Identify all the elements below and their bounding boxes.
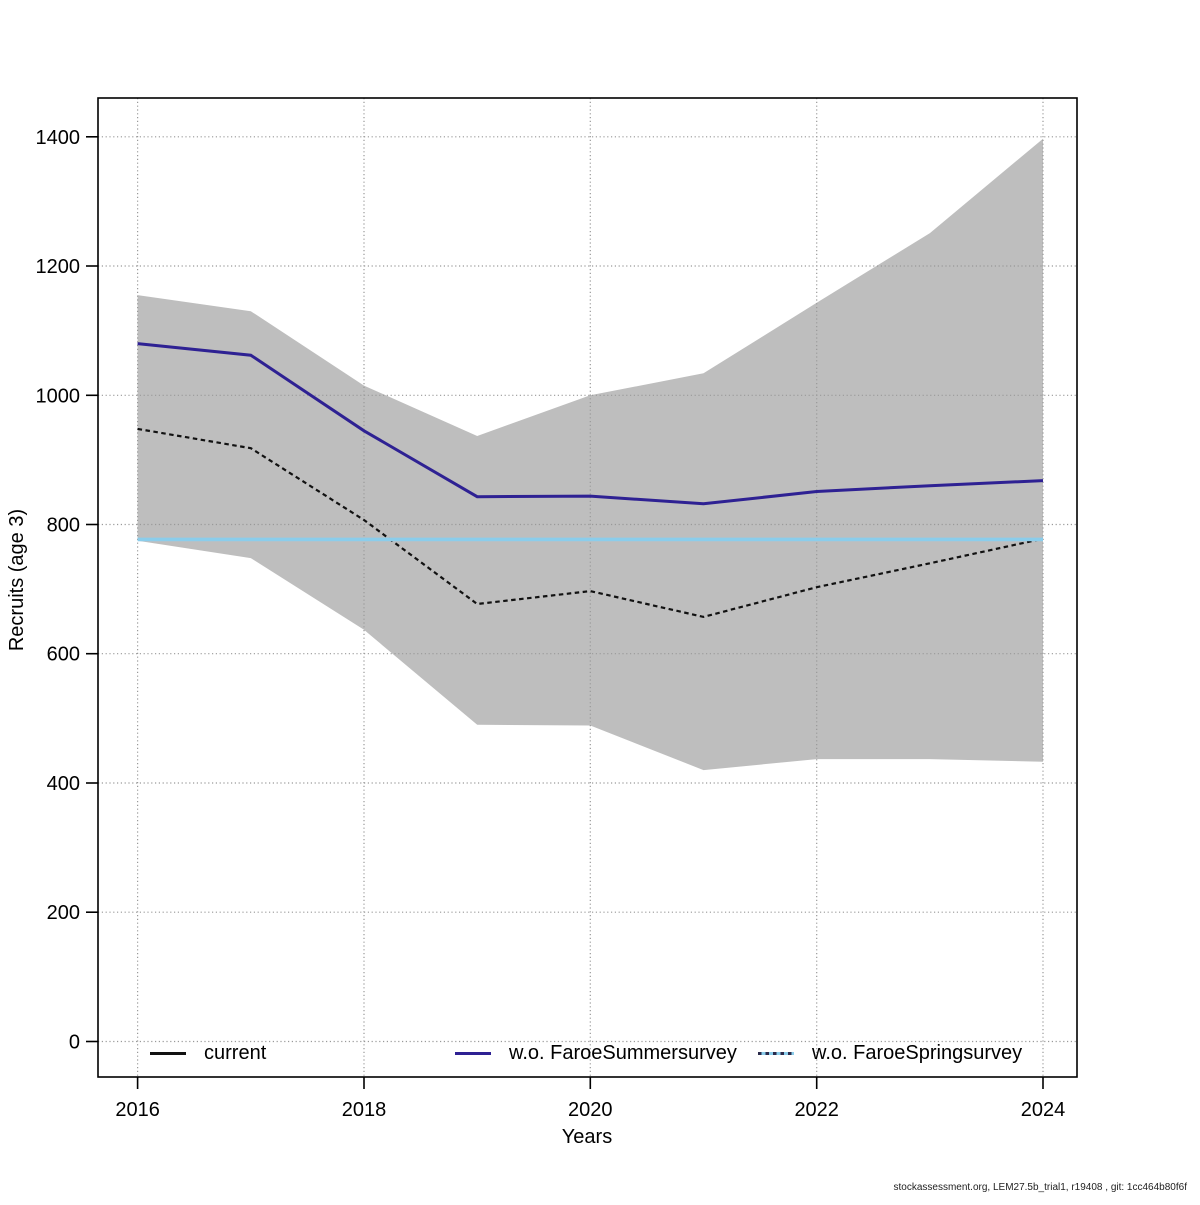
legend-label-summersurvey: w.o. FaroeSummersurvey [509, 1041, 737, 1064]
y-tick-label: 1200 [36, 256, 81, 278]
y-tick-label: 600 [47, 644, 80, 666]
confidence-band [137, 138, 1044, 771]
x-tick-label: 2024 [1021, 1099, 1066, 1121]
y-tick-label: 400 [47, 773, 80, 795]
legend-item-wo-faroespringsurvey: w.o. FaroeSpringsurvey [758, 1041, 1023, 1064]
legend-line-springsurvey-sample [758, 1051, 794, 1055]
footer-attribution: stockassessment.org, LEM27.5b_trial1, r1… [893, 1182, 1187, 1193]
y-tick-label: 0 [69, 1032, 80, 1054]
y-tick-label: 800 [47, 515, 80, 537]
legend-item-wo-faroesummersurvey: w.o. FaroeSummersurvey [455, 1041, 737, 1064]
legend-item-current: current [150, 1041, 267, 1064]
x-tick-label: 2016 [115, 1099, 160, 1121]
y-tick-label: 1000 [36, 385, 81, 407]
x-tick-label: 2022 [794, 1099, 839, 1121]
y-axis-title: Recruits (age 3) [6, 508, 28, 652]
y-tick-label: 1400 [36, 127, 81, 149]
x-tick-label: 2020 [568, 1099, 613, 1121]
legend-line-current-sample [150, 1051, 186, 1055]
legend-line-summersurvey-sample [455, 1051, 491, 1055]
legend-label-springsurvey: w.o. FaroeSpringsurvey [812, 1041, 1023, 1064]
legend-label-current: current [204, 1041, 267, 1064]
x-tick-label: 2018 [342, 1099, 387, 1121]
x-axis-title: Years [561, 1126, 613, 1148]
y-tick-label: 200 [47, 902, 80, 924]
series-line-1 [137, 342, 1044, 506]
plot-frame [97, 97, 1078, 1078]
